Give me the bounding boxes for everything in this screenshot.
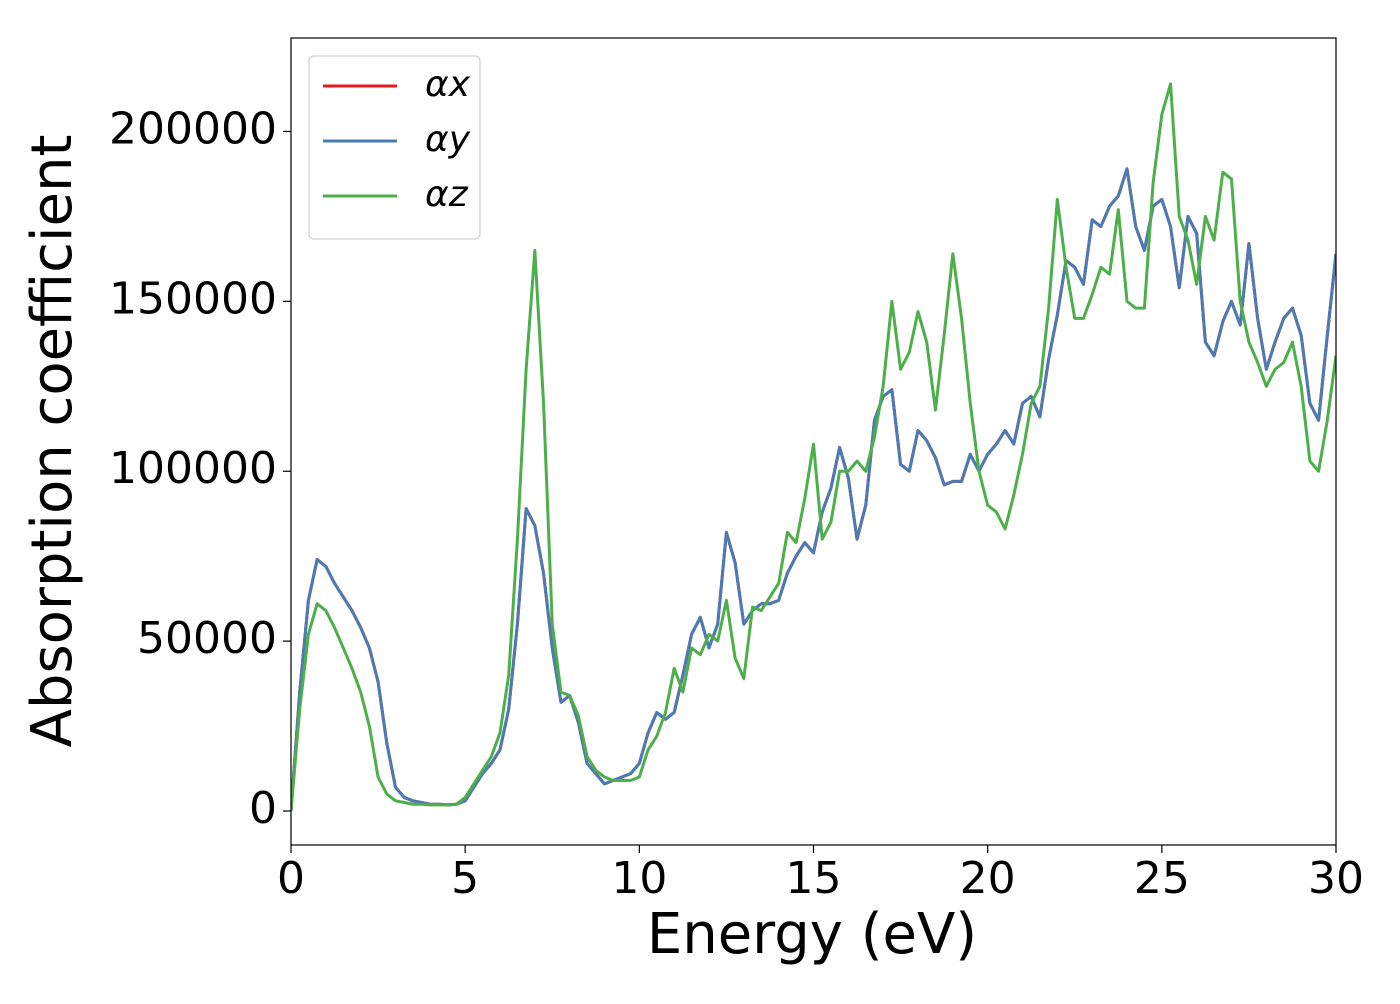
legend-label: αx xyxy=(425,64,471,105)
y-tick-label: 200000 xyxy=(109,103,277,154)
x-tick-label: 25 xyxy=(1134,853,1190,904)
x-tick-label: 15 xyxy=(786,853,842,904)
x-tick-label: 20 xyxy=(960,853,1016,904)
x-tick-label: 10 xyxy=(611,853,667,904)
x-axis-label: Energy (eV) xyxy=(647,902,977,967)
legend-box xyxy=(308,55,481,240)
x-tick-label: 30 xyxy=(1308,853,1364,904)
y-tick-label: 50000 xyxy=(137,613,277,664)
x-tick-label: 5 xyxy=(451,853,479,904)
legend-label: αy xyxy=(425,119,471,160)
y-tick-label: 150000 xyxy=(109,273,277,324)
data-line xyxy=(291,82,1336,812)
y-tick-label: 100000 xyxy=(109,443,277,494)
data-line xyxy=(291,167,1336,812)
x-tick-label: 0 xyxy=(277,853,305,904)
y-axis-label: Absorption coefficient xyxy=(20,135,85,748)
y-tick-label: 0 xyxy=(249,783,277,834)
legend-label: αz xyxy=(425,174,469,215)
